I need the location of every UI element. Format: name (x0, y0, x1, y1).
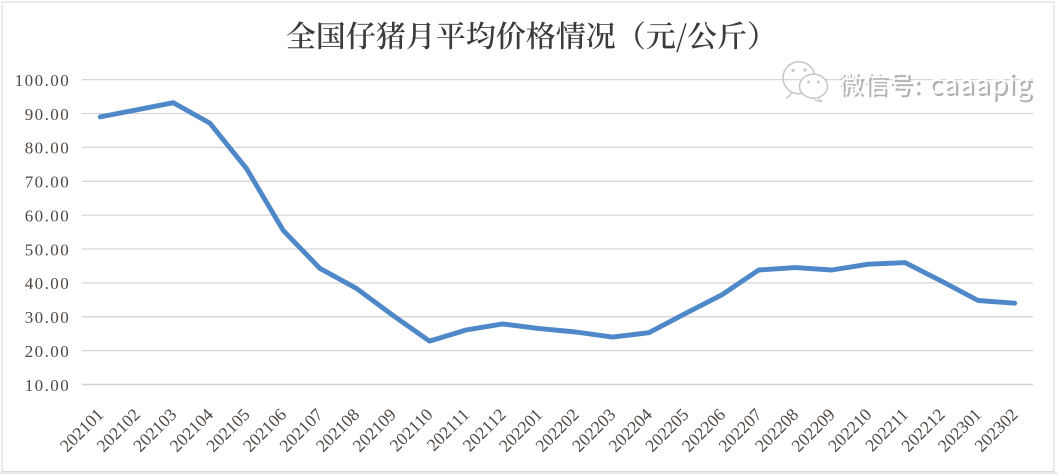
svg-text:100.00: 100.00 (15, 71, 70, 90)
svg-text:60.00: 60.00 (25, 206, 71, 225)
svg-text:80.00: 80.00 (25, 139, 71, 158)
svg-text:30.00: 30.00 (25, 308, 71, 327)
svg-text:20.00: 20.00 (25, 342, 71, 361)
svg-text:10.00: 10.00 (25, 376, 71, 395)
svg-text:40.00: 40.00 (25, 274, 71, 293)
svg-text:50.00: 50.00 (25, 240, 71, 259)
svg-text:70.00: 70.00 (25, 173, 71, 192)
svg-text:90.00: 90.00 (25, 105, 71, 124)
